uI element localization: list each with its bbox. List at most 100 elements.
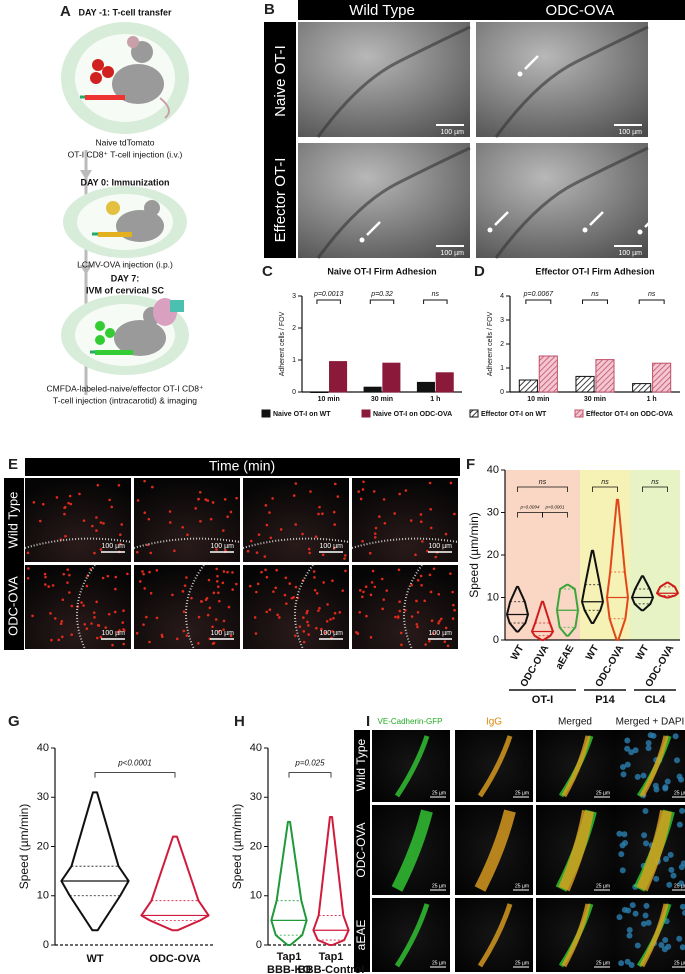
cell-dot xyxy=(410,615,414,618)
cell-dot xyxy=(69,502,73,506)
step-text: CMFDA-labeled-naive/effector OT-I CD8⁺ xyxy=(47,383,204,393)
cell-dot xyxy=(68,591,71,594)
cell-dot xyxy=(305,611,309,615)
vessel xyxy=(316,25,471,138)
group-band xyxy=(630,470,680,640)
cell-dot xyxy=(199,519,202,523)
cell-dot xyxy=(382,598,386,601)
cell-dot xyxy=(332,510,336,514)
cell-dot xyxy=(248,584,252,588)
cell-dot xyxy=(107,612,111,616)
nucleus xyxy=(621,831,628,838)
step-text: T-cell injection (intracarotid) & imagin… xyxy=(53,395,197,405)
cell xyxy=(487,227,493,233)
cell-dot xyxy=(175,637,179,641)
nucleus xyxy=(619,763,626,770)
nucleus xyxy=(619,842,626,849)
cell-dot xyxy=(49,612,52,615)
cell-dot xyxy=(333,611,337,615)
nucleus xyxy=(662,937,669,944)
cell-dot xyxy=(99,548,103,551)
nucleus xyxy=(628,749,635,756)
annotation: ns xyxy=(648,291,656,298)
cell-dot xyxy=(326,603,329,606)
y-tick-label: 2 xyxy=(500,341,504,348)
cell-dot xyxy=(198,490,202,494)
cell-dot xyxy=(78,492,81,496)
cell-dot xyxy=(63,512,66,516)
y-tick-label: 3 xyxy=(292,293,296,300)
nucleus xyxy=(642,807,649,814)
cell-dot xyxy=(394,615,397,619)
cell-dot xyxy=(217,630,221,633)
row-header: Wild Type xyxy=(354,738,368,791)
cell-dot xyxy=(372,490,376,493)
cell-dot xyxy=(429,526,433,530)
nucleus xyxy=(634,942,641,949)
scale-label: 100 µm xyxy=(441,129,465,136)
cell-dot xyxy=(428,481,432,485)
nucleus xyxy=(626,932,633,939)
vessel xyxy=(76,564,96,650)
cell-dot xyxy=(118,542,122,546)
cell-dot xyxy=(271,497,274,500)
cell-dot xyxy=(329,618,332,621)
cell-dot xyxy=(85,584,89,588)
x-tick-label: 30 min xyxy=(371,396,393,403)
cell-dot xyxy=(148,570,151,574)
cell-dot xyxy=(365,614,368,618)
cell-dot xyxy=(318,606,321,610)
cell-dot xyxy=(96,623,100,627)
cell-dot xyxy=(147,517,151,521)
cell-dot xyxy=(122,642,126,646)
legend-label: Naive OT-I on WT xyxy=(273,411,331,418)
nucleus xyxy=(618,960,625,967)
cell-dot xyxy=(186,533,189,537)
cell-dot xyxy=(268,608,272,611)
panel-label: C xyxy=(262,263,273,280)
bracket xyxy=(542,512,568,518)
x-tick-label: BBB-Control xyxy=(298,964,365,974)
cell-dot xyxy=(231,588,234,591)
cell-dot xyxy=(265,575,269,579)
violin xyxy=(270,820,308,946)
scale-label: 25 µm xyxy=(596,883,610,889)
y-axis-label: Speed (µm/min) xyxy=(17,804,31,890)
cell-dot xyxy=(383,521,387,525)
cell-dot xyxy=(272,590,275,593)
cell-dot xyxy=(361,539,364,543)
nucleus xyxy=(666,881,673,888)
cell-dot xyxy=(99,521,103,524)
y-tick-label: 40 xyxy=(250,742,262,754)
cell-dot xyxy=(414,553,417,557)
step-text: OT-I CD8⁺ T-cell injection (i.v.) xyxy=(68,149,183,159)
cell-dot xyxy=(253,616,257,619)
cell-dot xyxy=(446,644,450,648)
cell-dot xyxy=(182,610,186,613)
cell-dot xyxy=(183,584,187,587)
cell-dot xyxy=(182,629,186,633)
cell-dot xyxy=(439,617,443,621)
scale-label: 100 µm xyxy=(102,630,126,637)
scale-label: 100 µm xyxy=(320,630,344,637)
cell-dot xyxy=(119,533,122,537)
scale-label: 100 µm xyxy=(441,250,465,257)
bar xyxy=(416,381,435,393)
cell-dot xyxy=(279,528,283,531)
microscopy-image xyxy=(352,478,458,562)
cell-dot xyxy=(139,580,142,583)
cell-dot xyxy=(215,580,219,583)
cell-dot xyxy=(254,632,258,635)
cell-dot xyxy=(449,481,453,485)
scale-label: 100 µm xyxy=(429,630,453,637)
cell-dot xyxy=(62,572,66,576)
cell-dot xyxy=(61,598,65,602)
y-tick-label: 0 xyxy=(43,939,49,951)
row-bar xyxy=(264,22,296,258)
bar xyxy=(575,375,595,393)
column-header: Time (min) xyxy=(209,458,275,474)
cell-dot xyxy=(269,536,273,540)
cell-dot xyxy=(429,507,433,511)
cell-dot xyxy=(398,600,401,604)
